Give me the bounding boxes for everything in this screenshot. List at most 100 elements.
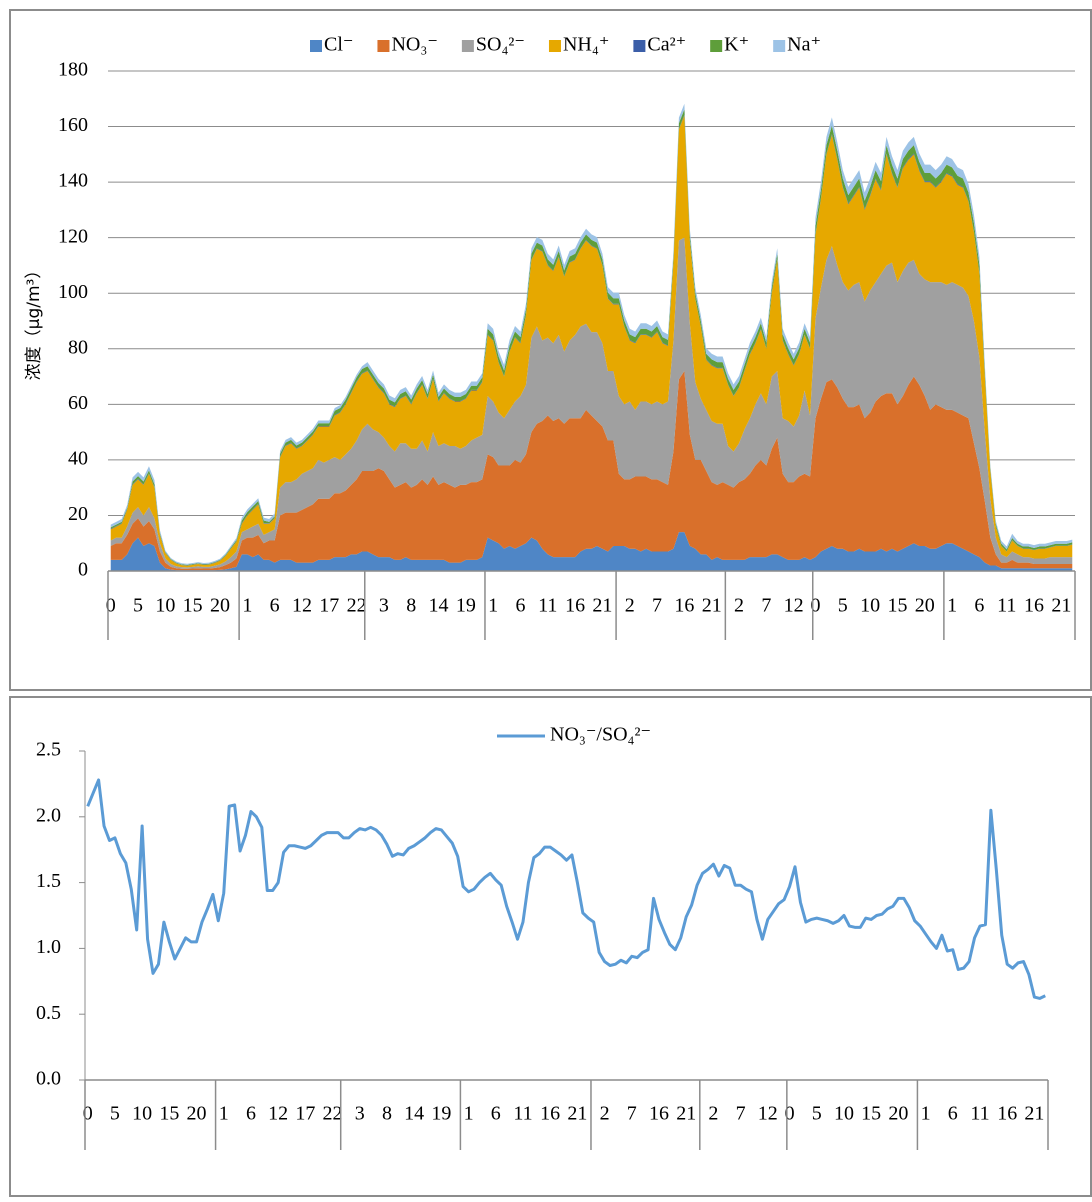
legend-label: NO₃⁻ [391, 34, 437, 56]
x-tick-label: 6 [948, 1103, 958, 1125]
y-tick-label: 20 [68, 503, 88, 525]
x-tick-label: 12 [784, 595, 804, 617]
x-tick-label: 21 [676, 1103, 696, 1125]
x-tick-label: 1 [464, 1103, 474, 1125]
x-tick-label: 7 [652, 595, 662, 617]
x-tick-label: 11 [970, 1103, 989, 1125]
y-tick-label: 1.5 [36, 870, 61, 892]
y-tick-label: 40 [68, 447, 88, 469]
y-tick-label: 160 [58, 114, 88, 136]
x-tick-label: 0 [106, 595, 116, 617]
area-series [110, 532, 1073, 571]
y-tick-label: 120 [58, 225, 88, 247]
x-tick-label: 17 [319, 595, 339, 617]
x-tick-label: 20 [210, 595, 230, 617]
x-tick-label: 16 [1024, 595, 1044, 617]
y-tick-label: 0.0 [36, 1068, 61, 1090]
x-tick-label: 16 [649, 1103, 669, 1125]
x-tick-label: 12 [268, 1103, 288, 1125]
x-tick-label: 2 [734, 595, 744, 617]
legend-swatch [633, 40, 646, 52]
legend-swatch [310, 40, 322, 52]
x-tick-label: 10 [860, 595, 880, 617]
x-tick-label: 16 [674, 595, 694, 617]
legend-label: Cl⁻ [324, 34, 353, 56]
y-tick-label: 60 [68, 392, 88, 414]
y-tick-label: 1.0 [36, 936, 61, 958]
x-tick-label: 5 [110, 1103, 120, 1125]
y-tick-label: 80 [68, 336, 88, 358]
legend-swatch [548, 40, 561, 52]
x-tick-label: 21 [592, 595, 612, 617]
x-tick-label: 11 [513, 1103, 532, 1125]
x-tick-label: 10 [132, 1103, 152, 1125]
x-tick-label: 19 [431, 1103, 451, 1125]
x-tick-label: 6 [246, 1103, 256, 1125]
area-series [110, 371, 1073, 571]
x-tick-label: 2 [625, 595, 635, 617]
legend-swatch [773, 40, 786, 52]
x-tick-label: 17 [295, 1103, 315, 1125]
x-tick-label: 6 [491, 1103, 501, 1125]
x-tick-label: 2 [600, 1103, 610, 1125]
x-tick-label: 14 [429, 595, 449, 617]
y-tick-label: 140 [58, 170, 88, 192]
x-tick-label: 0 [810, 595, 820, 617]
x-tick-label: 10 [834, 1103, 854, 1125]
x-tick-label: 22 [347, 595, 367, 617]
x-tick-label: 7 [736, 1103, 746, 1125]
x-tick-label: 12 [758, 1103, 778, 1125]
x-tick-label: 5 [838, 595, 848, 617]
x-tick-label: 20 [888, 1103, 908, 1125]
legend-label: Ca²⁺ [647, 34, 686, 56]
x-tick-label: 5 [133, 595, 143, 617]
x-tick-label: 10 [155, 595, 175, 617]
x-tick-label: 3 [379, 595, 389, 617]
bottom-panel [9, 696, 1092, 1197]
x-tick-label: 1 [947, 595, 957, 617]
x-tick-label: 5 [812, 1103, 822, 1125]
x-tick-label: 7 [761, 595, 771, 617]
legend-label: Na⁺ [787, 34, 821, 56]
x-tick-label: 1 [488, 595, 498, 617]
x-tick-label: 1 [242, 595, 252, 617]
x-tick-label: 15 [887, 595, 907, 617]
y-tick-label: 2.5 [36, 739, 61, 761]
y-tick-label: 0 [78, 559, 88, 581]
x-tick-label: 0 [785, 1103, 795, 1125]
x-tick-label: 21 [567, 1103, 587, 1125]
area-series [110, 237, 1073, 569]
x-tick-label: 0 [83, 1103, 93, 1125]
x-tick-label: 15 [159, 1103, 179, 1125]
legend-label: SO₄²⁻ [476, 34, 525, 56]
y-tick-label: 2.0 [36, 804, 61, 826]
x-tick-label: 6 [974, 595, 984, 617]
x-tick-label: 11 [538, 595, 557, 617]
x-tick-label: 8 [382, 1103, 392, 1125]
x-tick-label: 15 [861, 1103, 881, 1125]
x-tick-label: 16 [565, 595, 585, 617]
legend-swatch [461, 40, 474, 52]
area-series [110, 115, 1073, 568]
legend-swatch [710, 40, 723, 52]
x-tick-label: 15 [183, 595, 203, 617]
legend-label: NH₄⁺ [563, 34, 609, 56]
x-tick-label: 2 [708, 1103, 718, 1125]
x-tick-label: 22 [323, 1103, 343, 1125]
x-tick-label: 1 [921, 1103, 931, 1125]
x-tick-label: 20 [915, 595, 935, 617]
x-tick-label: 1 [219, 1103, 229, 1125]
x-tick-label: 14 [404, 1103, 424, 1125]
x-tick-label: 6 [270, 595, 280, 617]
line-series [86, 778, 1046, 1000]
legend-label: K⁺ [724, 34, 749, 56]
x-tick-label: 19 [456, 595, 476, 617]
x-tick-label: 16 [997, 1103, 1017, 1125]
x-tick-label: 20 [187, 1103, 207, 1125]
x-tick-label: 7 [627, 1103, 637, 1125]
x-tick-label: 21 [702, 595, 722, 617]
x-tick-label: 6 [515, 595, 525, 617]
x-tick-label: 21 [1024, 1103, 1044, 1125]
legend-swatch [377, 40, 390, 52]
